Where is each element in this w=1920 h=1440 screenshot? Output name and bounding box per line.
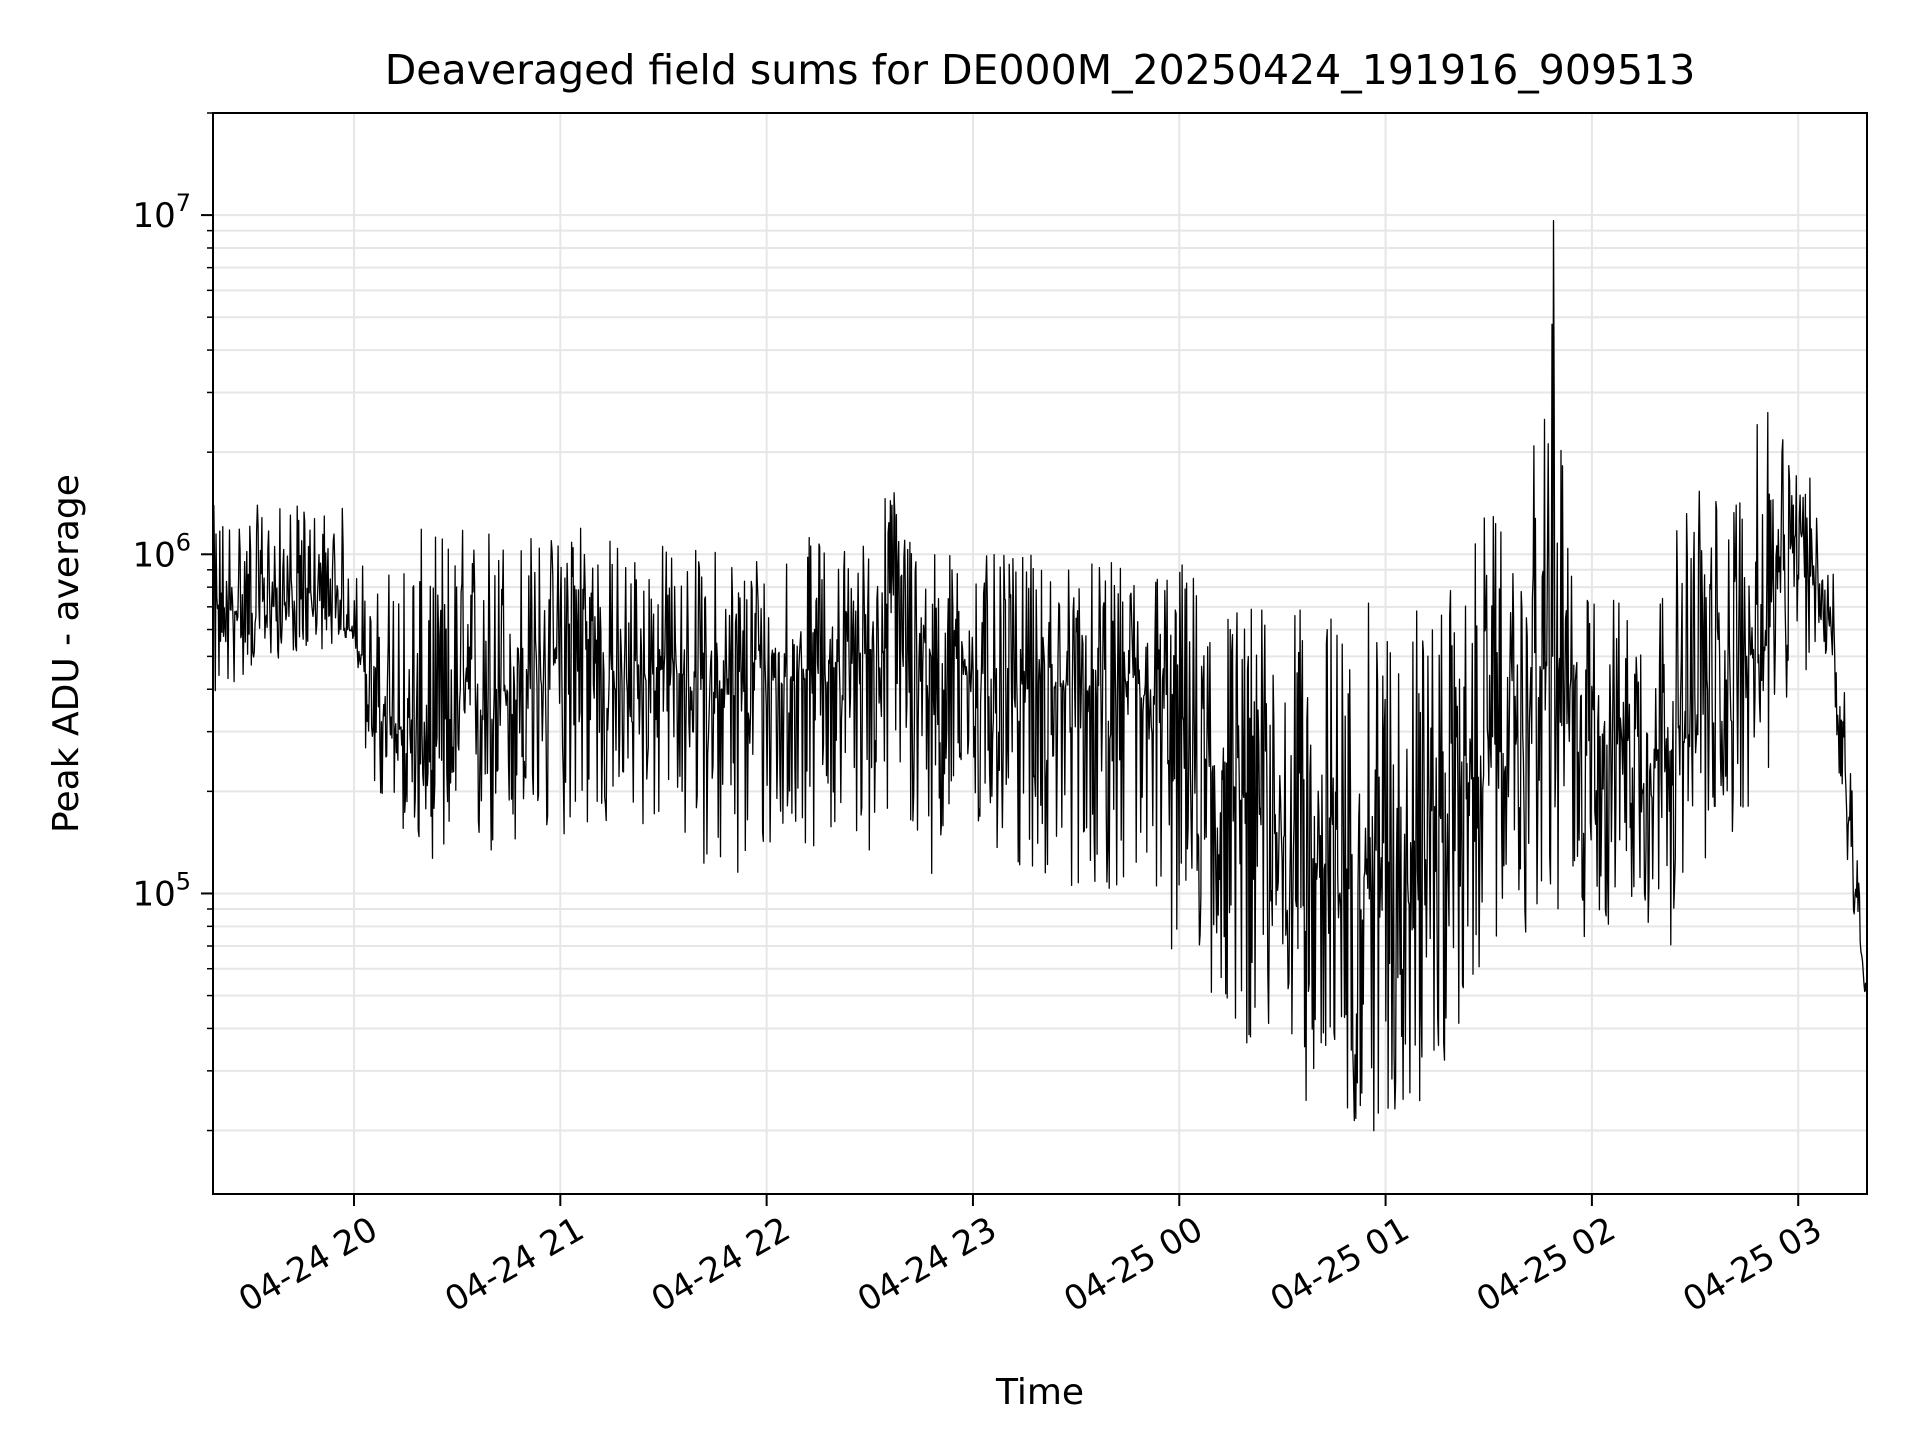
- series-line: [212, 219, 1868, 1132]
- y-tick-label: 106: [132, 528, 191, 575]
- x-axis-label: Time: [995, 1372, 1084, 1413]
- y-axis-label: Peak ADU - average: [46, 474, 87, 833]
- y-tick-label: 105: [132, 867, 191, 914]
- chart-title: Deaveraged field sums for DE000M_2025042…: [385, 46, 1696, 94]
- plot-frame: [212, 112, 1868, 1195]
- data-series: [212, 219, 1868, 1132]
- y-tick-label: 107: [132, 189, 191, 236]
